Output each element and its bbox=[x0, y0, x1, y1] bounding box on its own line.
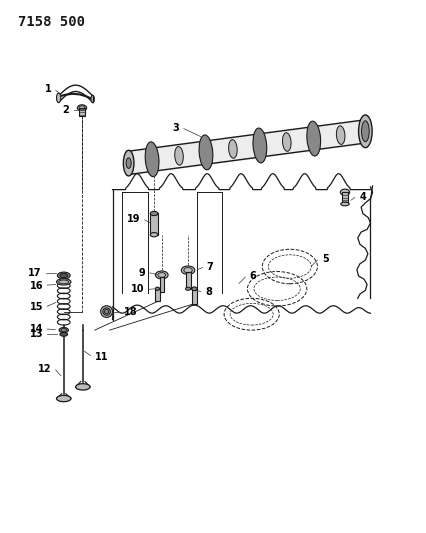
Bar bbox=[342, 192, 347, 204]
Text: 7158 500: 7158 500 bbox=[18, 14, 85, 29]
Ellipse shape bbox=[150, 212, 158, 216]
Text: 16: 16 bbox=[29, 280, 43, 290]
Ellipse shape bbox=[123, 150, 134, 176]
Ellipse shape bbox=[181, 266, 194, 274]
Bar bbox=[79, 108, 85, 116]
Ellipse shape bbox=[91, 95, 94, 103]
Text: 13: 13 bbox=[29, 329, 43, 340]
Bar bbox=[150, 214, 158, 235]
Ellipse shape bbox=[282, 133, 291, 151]
Ellipse shape bbox=[103, 308, 110, 316]
Ellipse shape bbox=[155, 287, 159, 290]
Text: 14: 14 bbox=[29, 324, 43, 334]
Ellipse shape bbox=[340, 202, 348, 206]
Text: 3: 3 bbox=[173, 123, 179, 133]
Text: 12: 12 bbox=[38, 365, 51, 374]
Ellipse shape bbox=[336, 126, 344, 144]
Text: 9: 9 bbox=[138, 268, 145, 278]
Text: 6: 6 bbox=[249, 271, 256, 281]
Ellipse shape bbox=[340, 189, 349, 196]
Text: 5: 5 bbox=[321, 254, 328, 264]
Ellipse shape bbox=[56, 395, 71, 402]
Ellipse shape bbox=[126, 158, 131, 168]
Text: 4: 4 bbox=[359, 192, 366, 202]
Text: 1: 1 bbox=[45, 84, 51, 94]
Ellipse shape bbox=[59, 327, 68, 333]
Ellipse shape bbox=[191, 287, 196, 290]
Ellipse shape bbox=[101, 306, 112, 317]
Text: 2: 2 bbox=[62, 104, 69, 115]
Ellipse shape bbox=[56, 93, 60, 103]
Ellipse shape bbox=[56, 279, 71, 285]
Bar bbox=[191, 289, 196, 304]
Ellipse shape bbox=[145, 142, 158, 177]
Text: 15: 15 bbox=[29, 302, 43, 312]
Text: 19: 19 bbox=[127, 214, 140, 224]
Ellipse shape bbox=[306, 121, 320, 156]
Bar bbox=[185, 272, 190, 289]
Ellipse shape bbox=[185, 287, 190, 290]
Ellipse shape bbox=[155, 271, 168, 279]
Ellipse shape bbox=[57, 272, 70, 279]
Ellipse shape bbox=[361, 121, 368, 142]
Ellipse shape bbox=[60, 273, 67, 278]
Ellipse shape bbox=[252, 128, 266, 163]
Text: 11: 11 bbox=[95, 352, 108, 361]
Ellipse shape bbox=[358, 115, 371, 148]
Text: 8: 8 bbox=[204, 287, 211, 297]
Ellipse shape bbox=[77, 105, 86, 111]
Ellipse shape bbox=[60, 333, 67, 336]
Text: 17: 17 bbox=[28, 268, 42, 278]
Bar bbox=[159, 277, 164, 292]
Ellipse shape bbox=[174, 147, 183, 165]
Ellipse shape bbox=[228, 140, 236, 158]
Bar bbox=[155, 289, 159, 302]
Ellipse shape bbox=[150, 232, 158, 237]
Text: 18: 18 bbox=[124, 306, 138, 317]
Text: 7: 7 bbox=[206, 262, 213, 272]
Text: 10: 10 bbox=[131, 284, 144, 294]
Ellipse shape bbox=[75, 384, 90, 390]
Ellipse shape bbox=[199, 135, 213, 170]
